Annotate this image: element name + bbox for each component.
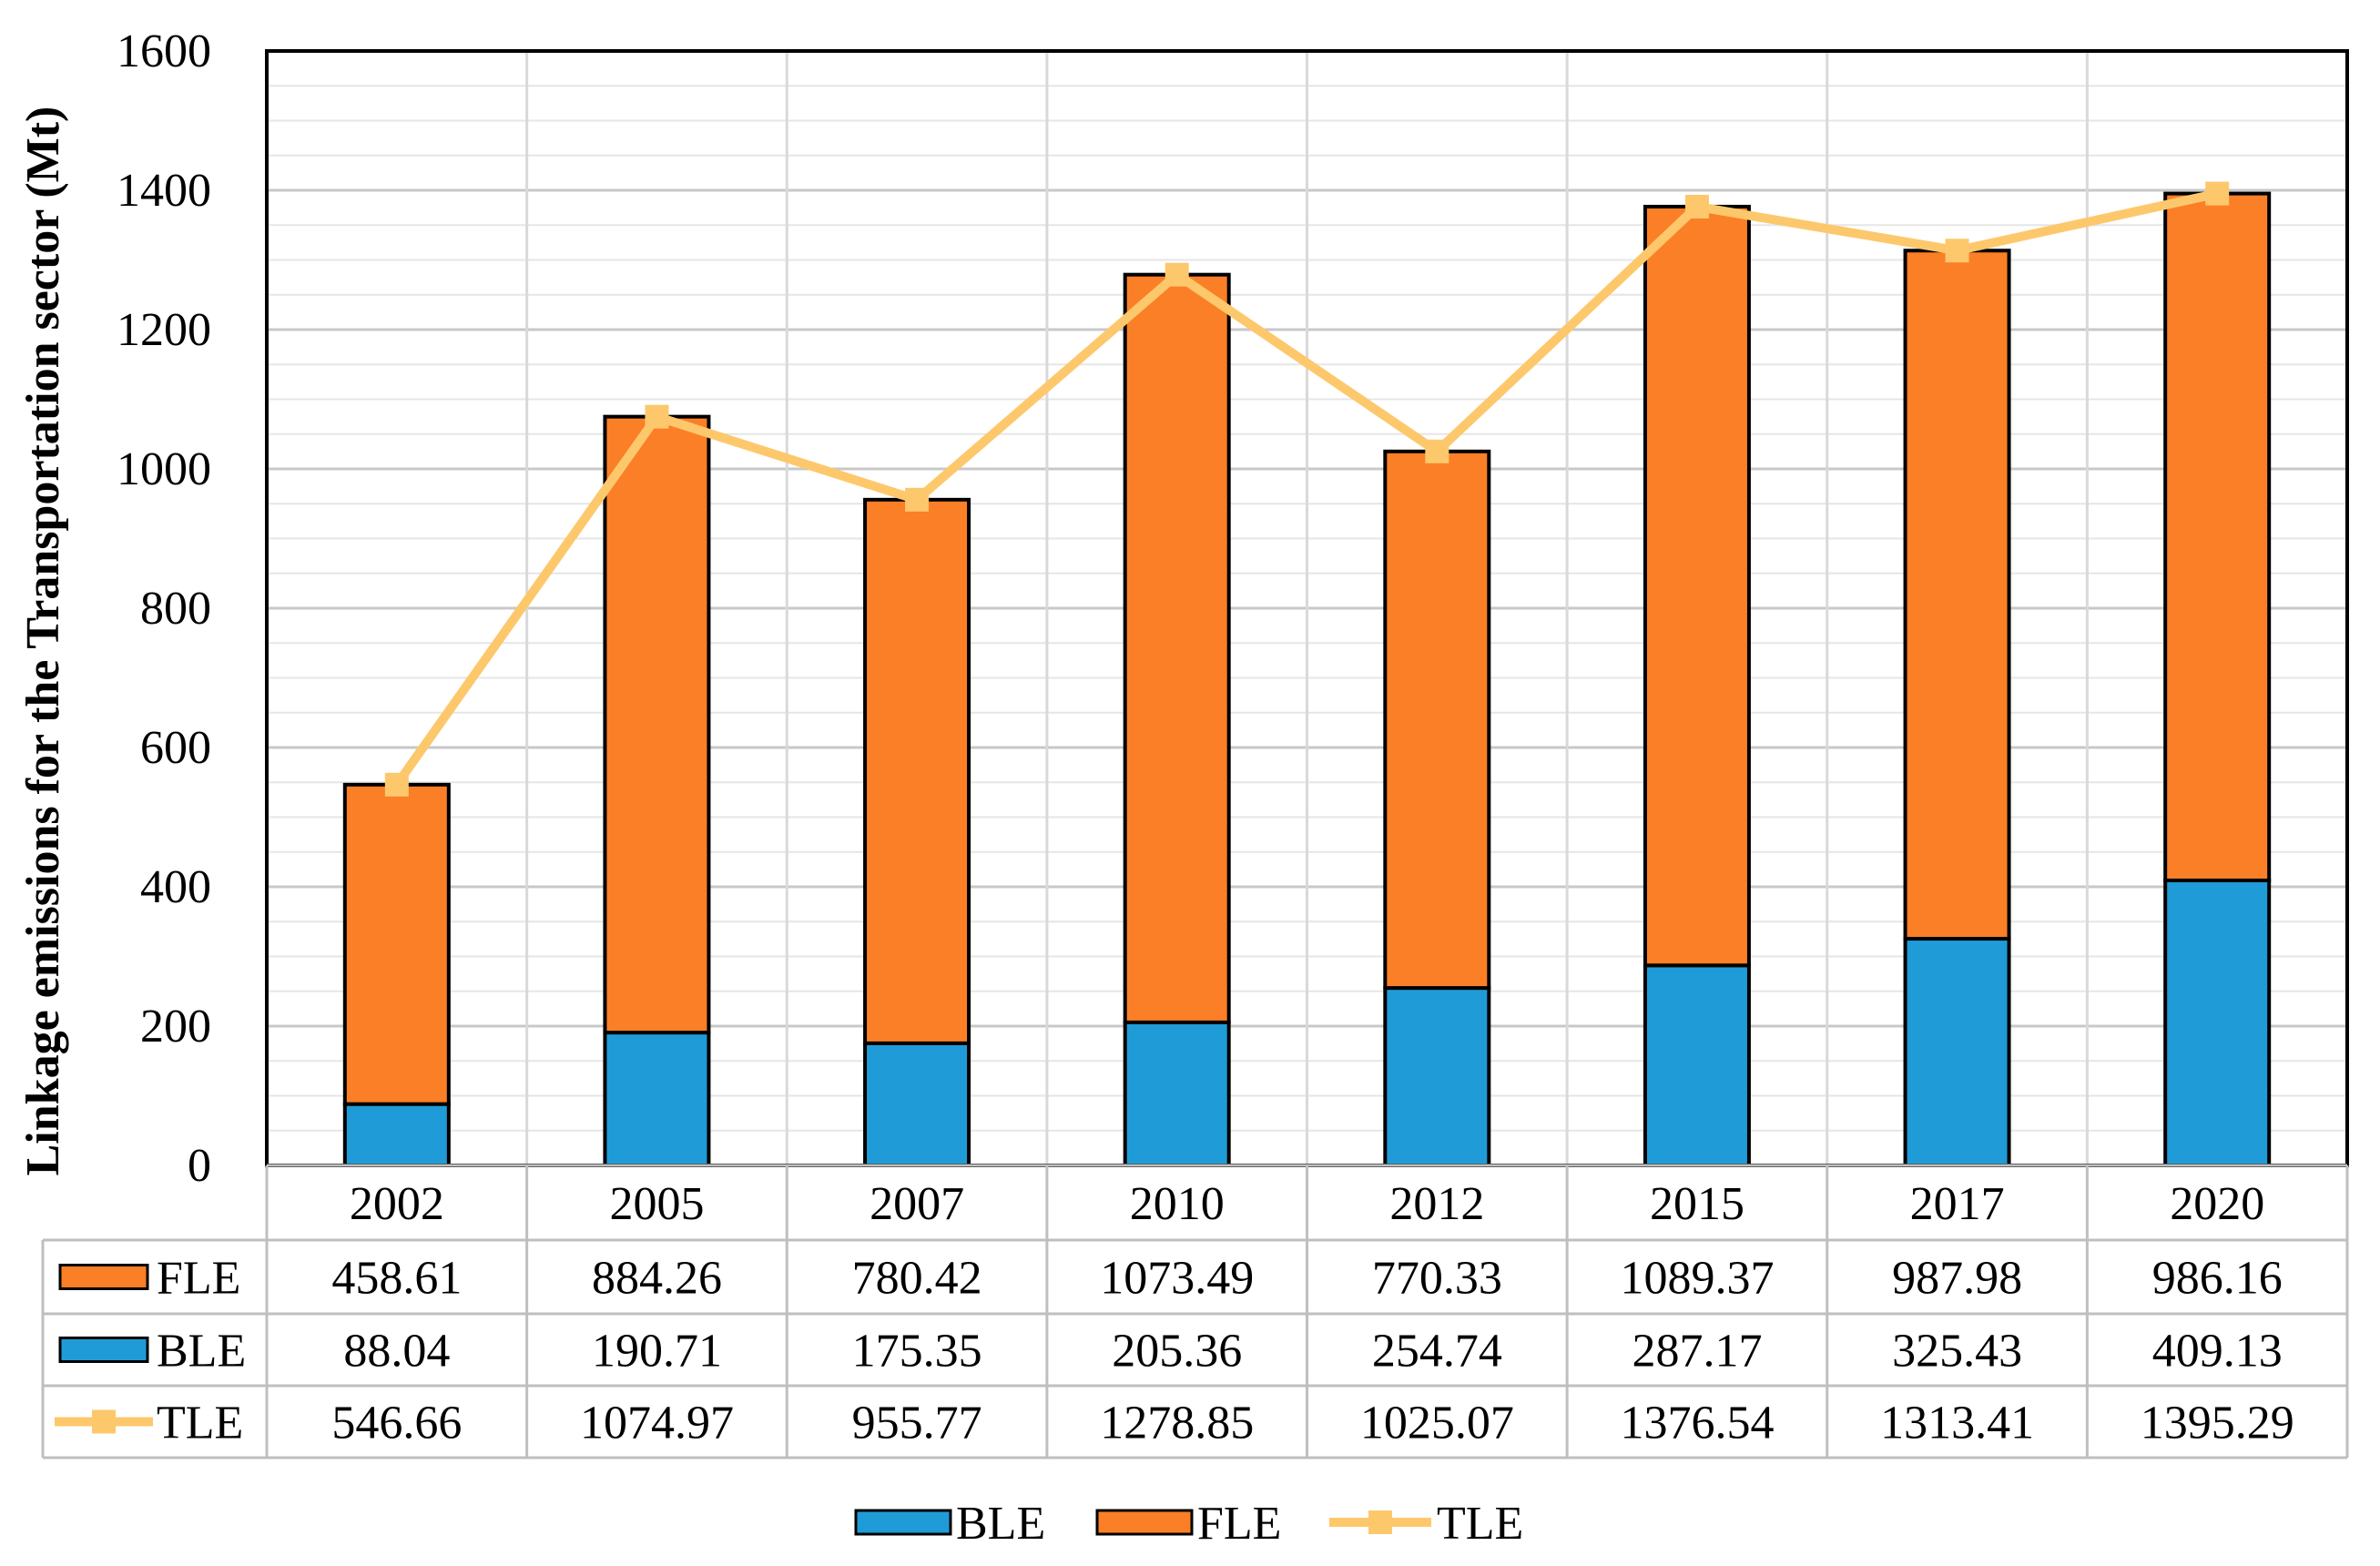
table-cell-ble: 190.71 <box>592 1326 722 1378</box>
data-table: 2002 2005 2007 2010 2012 2015 2017 2020 FLE 458.6… <box>41 1164 2349 1459</box>
y-tick-label: 800 <box>140 583 211 635</box>
table-cell-fle: 884.26 <box>592 1253 722 1305</box>
bar-fle-2015 <box>1643 204 1751 968</box>
table-cell-tle: 1025.07 <box>1360 1398 1514 1449</box>
table-cell-fle: 987.98 <box>1892 1253 2022 1305</box>
table-cell-ble: 409.13 <box>2152 1326 2283 1378</box>
tle-marker-2010 <box>1165 262 1189 287</box>
x-category-label: 2010 <box>1130 1178 1225 1230</box>
table-cell-fle: 986.16 <box>2152 1253 2283 1305</box>
bar-ble-2020 <box>2163 879 2272 1167</box>
y-tick-label: 600 <box>140 722 211 774</box>
legend-swatch-ble <box>854 1509 952 1536</box>
table-row-label-fle: FLE <box>157 1253 240 1305</box>
bar-ble-2005 <box>603 1031 711 1167</box>
table-cell-ble: 254.74 <box>1372 1326 1502 1378</box>
table-row-label-ble: BLE <box>157 1326 246 1378</box>
table-cell-ble: 205.36 <box>1112 1326 1242 1378</box>
table-cell-ble: 325.43 <box>1892 1326 2022 1378</box>
x-category-label: 2007 <box>870 1178 964 1230</box>
tle-line-series <box>384 181 2230 797</box>
y-tick-label: 1600 <box>117 25 211 77</box>
bar-fle-2005 <box>603 414 711 1035</box>
y-tick-label: 400 <box>140 861 211 913</box>
table-cell-tle: 1395.29 <box>2141 1398 2294 1449</box>
tle-marker-2007 <box>905 487 930 512</box>
tle-marker-2005 <box>645 404 669 429</box>
bar-ble-2002 <box>342 1102 451 1168</box>
bar-fle-2012 <box>1383 449 1491 991</box>
table-cell-ble: 88.04 <box>343 1326 450 1378</box>
table-row-label-tle: TLE <box>157 1398 243 1449</box>
legend-label-fle: FLE <box>1197 1498 1281 1550</box>
legend: BLE FLE TLE <box>854 1498 1523 1550</box>
table-cell-tle: 1376.54 <box>1620 1398 1774 1449</box>
table-cell-tle: 1074.97 <box>580 1398 734 1449</box>
x-category-label: 2015 <box>1650 1178 1744 1230</box>
table-cell-ble: 175.35 <box>852 1326 982 1378</box>
bar-fle-2010 <box>1123 272 1231 1024</box>
axes: 0 200 400 600 800 1000 1200 1400 1600 <box>117 25 2349 1192</box>
bar-ble-2015 <box>1643 963 1751 1167</box>
tle-marker-2012 <box>1425 439 1449 463</box>
table-cell-fle: 458.61 <box>331 1253 462 1305</box>
legend-swatch-fle <box>1095 1509 1194 1536</box>
tle-marker-2015 <box>1684 194 1709 219</box>
legend-marker-tle <box>1368 1510 1392 1534</box>
y-tick-label: 0 <box>188 1140 211 1192</box>
bar-ble-2017 <box>1903 937 2011 1167</box>
bar-fle-2007 <box>863 497 971 1045</box>
table-cell-tle: 955.77 <box>852 1398 982 1449</box>
x-category-label: 2005 <box>609 1178 704 1230</box>
table-cell-tle: 1313.41 <box>1880 1398 2034 1449</box>
tle-line <box>392 188 2219 788</box>
table-cell-fle: 770.33 <box>1372 1253 1502 1305</box>
table-cell-ble: 287.17 <box>1632 1326 1762 1378</box>
legend-label-ble: BLE <box>956 1498 1045 1550</box>
legend-label-tle: TLE <box>1437 1498 1523 1550</box>
tle-marker-2017 <box>1945 239 1969 263</box>
x-category-label: 2020 <box>2170 1178 2264 1230</box>
bar-fle-2017 <box>1903 249 2011 941</box>
table-cell-fle: 1089.37 <box>1620 1253 1774 1305</box>
table-key-marker-tle <box>92 1409 116 1434</box>
table-cell-fle: 1073.49 <box>1100 1253 1254 1305</box>
y-axis-label: Linkage emissions for the Transportation… <box>17 107 69 1176</box>
bar-fle-2002 <box>342 782 451 1106</box>
tle-marker-2002 <box>384 772 409 797</box>
y-tick-label: 1200 <box>117 304 211 356</box>
table-cell-tle: 546.66 <box>331 1398 462 1449</box>
x-category-label: 2012 <box>1389 1178 1484 1230</box>
table-cell-tle: 1278.85 <box>1100 1398 1254 1449</box>
bar-fle-2020 <box>2163 191 2272 883</box>
tle-marker-2020 <box>2205 181 2230 206</box>
y-tick-label: 1400 <box>117 165 211 217</box>
bar-ble-2012 <box>1383 986 1491 1167</box>
table-key-ble <box>58 1337 149 1363</box>
bars <box>342 191 2272 1168</box>
bar-ble-2010 <box>1123 1020 1231 1168</box>
x-category-label: 2002 <box>350 1178 444 1230</box>
table-key-fle <box>58 1264 149 1290</box>
bar-ble-2007 <box>863 1041 971 1168</box>
x-category-label: 2017 <box>1910 1178 2005 1230</box>
y-tick-label: 1000 <box>117 443 211 495</box>
table-cell-fle: 780.42 <box>852 1253 982 1305</box>
y-tick-label: 200 <box>140 1001 211 1052</box>
